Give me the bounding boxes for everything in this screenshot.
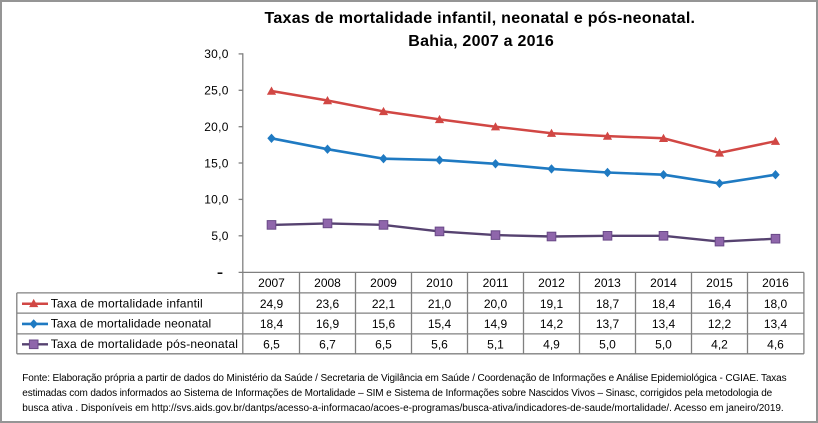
- svg-text:2013: 2013: [594, 276, 621, 290]
- svg-text:6,7: 6,7: [319, 337, 336, 351]
- svg-text:5,6: 5,6: [431, 337, 448, 351]
- svg-text:13,7: 13,7: [596, 317, 620, 331]
- svg-text:Taxa de mortalidade pós-neonat: Taxa de mortalidade pós-neonatal: [51, 337, 238, 351]
- svg-text:15,0: 15,0: [204, 156, 229, 170]
- svg-text:2010: 2010: [426, 276, 453, 290]
- svg-text:busca ativa . Disponíveis em h: busca ativa . Disponíveis em http://svs.…: [22, 403, 783, 414]
- svg-text:Taxa de mortalidade infantil: Taxa de mortalidade infantil: [51, 296, 203, 310]
- svg-text:Fonte: Elaboração própria a pa: Fonte: Elaboração própria a partir de da…: [22, 373, 786, 384]
- svg-text:4,9: 4,9: [543, 337, 560, 351]
- svg-text:Taxas de mortalidade infantil,: Taxas de mortalidade infantil, neonatal …: [265, 10, 696, 27]
- svg-text:Taxa de mortalidade neonatal: Taxa de mortalidade neonatal: [51, 317, 212, 331]
- svg-text:6,5: 6,5: [375, 337, 392, 351]
- svg-text:14,2: 14,2: [540, 317, 564, 331]
- svg-text:2015: 2015: [706, 276, 733, 290]
- svg-text:19,1: 19,1: [540, 297, 564, 311]
- svg-text:24,9: 24,9: [260, 297, 284, 311]
- svg-text:2014: 2014: [650, 276, 677, 290]
- svg-text:23,6: 23,6: [316, 297, 340, 311]
- svg-text:4,2: 4,2: [711, 337, 728, 351]
- svg-text:25,0: 25,0: [204, 84, 229, 98]
- svg-text:5,0: 5,0: [599, 337, 616, 351]
- svg-text:14,9: 14,9: [484, 317, 508, 331]
- svg-text:15,6: 15,6: [372, 317, 396, 331]
- svg-text:2011: 2011: [483, 276, 509, 290]
- svg-text:2009: 2009: [370, 276, 397, 290]
- svg-text:6,5: 6,5: [263, 337, 280, 351]
- svg-text:15,4: 15,4: [428, 317, 452, 331]
- svg-text:5,0: 5,0: [211, 229, 228, 243]
- svg-text:2016: 2016: [762, 276, 789, 290]
- svg-text:20,0: 20,0: [484, 297, 508, 311]
- svg-text:2008: 2008: [314, 276, 341, 290]
- svg-text:30,0: 30,0: [204, 47, 229, 61]
- svg-text:16,9: 16,9: [316, 317, 340, 331]
- svg-text:4,6: 4,6: [767, 337, 784, 351]
- svg-text:12,2: 12,2: [708, 317, 732, 331]
- svg-text:2007: 2007: [258, 276, 285, 290]
- svg-text:10,0: 10,0: [204, 193, 229, 207]
- svg-text:Bahia, 2007 a 2016: Bahia, 2007 a 2016: [408, 33, 554, 50]
- svg-text:18,0: 18,0: [764, 297, 788, 311]
- svg-text:18,4: 18,4: [652, 297, 676, 311]
- svg-text:13,4: 13,4: [764, 317, 788, 331]
- svg-text:18,4: 18,4: [260, 317, 284, 331]
- svg-text:18,7: 18,7: [596, 297, 620, 311]
- svg-text:22,1: 22,1: [372, 297, 396, 311]
- svg-text:16,4: 16,4: [708, 297, 732, 311]
- svg-text:5,0: 5,0: [655, 337, 672, 351]
- svg-text:20,0: 20,0: [204, 120, 229, 134]
- svg-text:estimadas com dados informados: estimadas com dados informados ao Sistem…: [22, 388, 772, 399]
- svg-text:2012: 2012: [538, 276, 565, 290]
- svg-text:13,4: 13,4: [652, 317, 676, 331]
- svg-text:21,0: 21,0: [428, 297, 452, 311]
- svg-text:5,1: 5,1: [487, 337, 504, 351]
